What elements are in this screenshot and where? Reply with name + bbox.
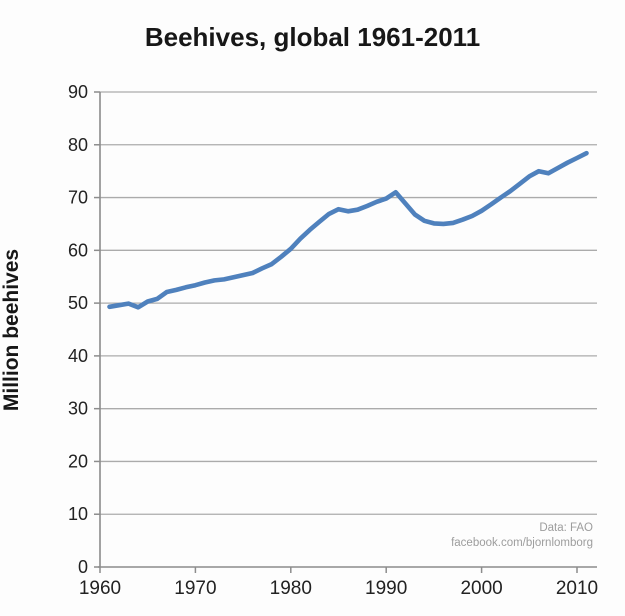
y-tick-label: 20 bbox=[68, 451, 88, 471]
x-tick-label: 2000 bbox=[460, 578, 502, 599]
y-tick-label: 0 bbox=[78, 557, 88, 577]
y-tick-label: 50 bbox=[68, 293, 88, 313]
y-tick-label: 40 bbox=[68, 346, 88, 366]
y-tick-label: 10 bbox=[68, 504, 88, 524]
x-tick-label: 1990 bbox=[365, 578, 407, 599]
x-tick-label: 2010 bbox=[556, 578, 598, 599]
y-tick-label: 60 bbox=[68, 240, 88, 260]
x-tick-label: 1970 bbox=[174, 578, 216, 599]
y-tick-label: 70 bbox=[68, 188, 88, 208]
x-tick-label: 1980 bbox=[270, 578, 312, 599]
data-source-note: Data: FAO bbox=[539, 522, 593, 534]
y-tick-label: 90 bbox=[68, 82, 88, 102]
beehives-data-line bbox=[107, 150, 589, 310]
y-tick-label: 30 bbox=[68, 399, 88, 419]
chart-title: Beehives, global 1961-2011 bbox=[144, 22, 481, 52]
y-tick-label: 80 bbox=[68, 135, 88, 155]
facebook-credit-note: facebook.com/bjornlomborg bbox=[451, 537, 593, 549]
x-tick-label: 1960 bbox=[79, 578, 121, 599]
